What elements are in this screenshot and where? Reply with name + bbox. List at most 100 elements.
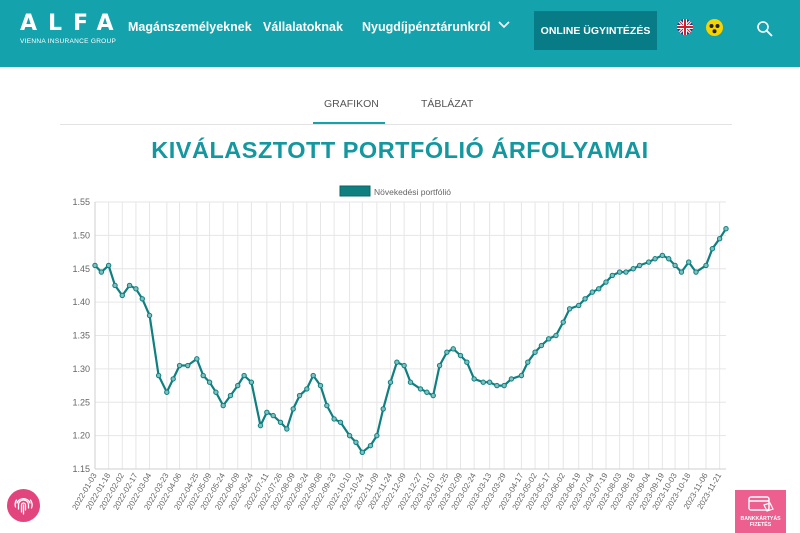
data-point: [501, 382, 507, 389]
data-point: [464, 359, 470, 365]
data-point: [296, 392, 303, 399]
data-point: [636, 262, 643, 269]
data-point: [582, 296, 588, 302]
data-point: [155, 372, 162, 379]
data-point: [164, 389, 170, 395]
data-point: [194, 356, 200, 362]
series-line: [94, 228, 727, 454]
data-point: [380, 406, 386, 412]
data-point: [457, 352, 464, 359]
y-tick-label: 1.15: [72, 464, 90, 474]
data-point: [119, 292, 125, 299]
data-point: [407, 379, 414, 385]
data-point: [508, 376, 515, 382]
y-tick-label: 1.30: [72, 364, 90, 374]
data-point: [346, 432, 353, 439]
page-title: KIVÁLASZTOTT PORTFÓLIÓ ÁRFOLYAMAI: [151, 137, 649, 163]
data-point: [430, 392, 436, 399]
online-services-button[interactable]: ONLINE ÜGYINTÉZÉS: [534, 11, 657, 50]
tabs-divider: [60, 124, 732, 125]
data-point: [646, 259, 652, 265]
data-point: [436, 362, 443, 369]
fingerprint-icon: [14, 497, 33, 515]
nav-item-pension-fund[interactable]: Nyugdíjpénztárunkról: [362, 20, 491, 34]
card-payment-button[interactable]: BANKKÁRTYÁS FIZETÉS: [735, 490, 786, 533]
card-payment-icon: [747, 496, 774, 512]
data-point: [630, 266, 636, 272]
data-point: [176, 362, 183, 369]
data-point: [367, 442, 374, 449]
y-axis: 1.15 1.20 1.25 1.30 1.35 1.40 1.45 1.50 1.55: [72, 197, 90, 474]
y-tick-label: 1.50: [72, 230, 90, 240]
data-point: [92, 262, 98, 269]
data-point: [576, 302, 582, 309]
data-point: [170, 376, 176, 382]
logo-subtitle: VIENNA INSURANCE GROUP: [20, 38, 117, 45]
x-axis: 2022-01-032022-01-182022-02-022022-02-17…: [70, 471, 723, 511]
data-point: [596, 286, 602, 292]
search-icon[interactable]: [756, 20, 774, 38]
series-line-group: [92, 226, 729, 456]
data-point: [126, 282, 133, 289]
data-point: [566, 306, 573, 312]
data-point: [716, 236, 723, 242]
data-point: [139, 296, 145, 302]
y-tick-label: 1.40: [72, 297, 90, 307]
data-point: [678, 269, 685, 275]
tab-chart[interactable]: GRAFIKON: [324, 98, 379, 110]
data-point: [304, 386, 310, 392]
data-point: [486, 379, 493, 385]
data-point: [480, 379, 486, 385]
data-point: [241, 372, 247, 379]
data-point: [185, 362, 191, 369]
accessibility-icon[interactable]: [706, 19, 723, 36]
data-point: [105, 262, 112, 269]
data-point: [532, 349, 538, 355]
data-point: [264, 409, 270, 415]
data-point: [538, 342, 545, 349]
data-point: [277, 419, 284, 425]
data-point: [518, 372, 525, 379]
data-point: [359, 449, 366, 456]
data-point: [603, 279, 609, 285]
alfa-logo[interactable]: ALFA VIENNA INSURANCE GROUP: [20, 13, 125, 46]
y-tick-label: 1.55: [72, 197, 90, 207]
data-point: [353, 439, 359, 445]
data-point: [213, 389, 219, 395]
data-point: [206, 379, 213, 385]
data-point: [317, 382, 324, 389]
data-point: [652, 256, 658, 262]
data-point: [331, 416, 337, 422]
top-navigation-bar: ALFA VIENNA INSURANCE GROUP Magánszemély…: [0, 0, 800, 67]
data-point: [450, 346, 456, 352]
nav-item-individuals[interactable]: Magánszemélyeknek: [128, 20, 252, 34]
y-tick-label: 1.35: [72, 331, 90, 341]
data-point: [672, 262, 678, 269]
data-point: [471, 376, 477, 382]
data-point: [494, 382, 500, 389]
uk-flag-icon[interactable]: [677, 19, 693, 35]
fingerprint-button[interactable]: [7, 489, 40, 522]
data-point: [401, 362, 407, 369]
data-point: [310, 372, 316, 379]
legend-label: Növekedési portfólió: [374, 187, 451, 197]
tab-table[interactable]: TÁBLÁZAT: [421, 98, 474, 110]
chevron-down-icon[interactable]: [498, 20, 510, 30]
active-tab-indicator: [313, 122, 385, 124]
data-point: [257, 422, 264, 429]
data-point: [553, 332, 559, 339]
data-point: [227, 392, 234, 399]
data-point: [200, 372, 206, 379]
data-point: [337, 419, 344, 425]
data-point: [394, 359, 400, 365]
data-point: [616, 269, 623, 275]
nav-item-companies[interactable]: Vállalatoknak: [263, 20, 343, 34]
data-point: [693, 269, 699, 275]
data-point: [387, 379, 394, 385]
data-point: [703, 262, 709, 269]
data-point: [444, 349, 450, 355]
data-point: [248, 379, 255, 385]
chart-legend: Növekedési portfólió: [339, 185, 451, 197]
data-point: [723, 226, 729, 232]
data-point: [98, 269, 105, 275]
